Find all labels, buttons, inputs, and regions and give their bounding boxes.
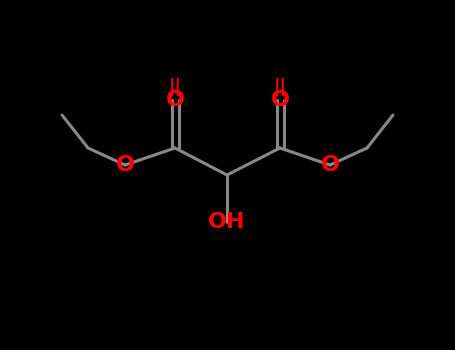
Text: O: O xyxy=(320,155,339,175)
Text: O: O xyxy=(116,155,135,175)
Text: OH: OH xyxy=(208,212,246,232)
Text: O: O xyxy=(271,90,289,110)
Text: O: O xyxy=(166,90,184,110)
Text: ||: || xyxy=(168,78,182,96)
Text: ||: || xyxy=(273,78,287,96)
